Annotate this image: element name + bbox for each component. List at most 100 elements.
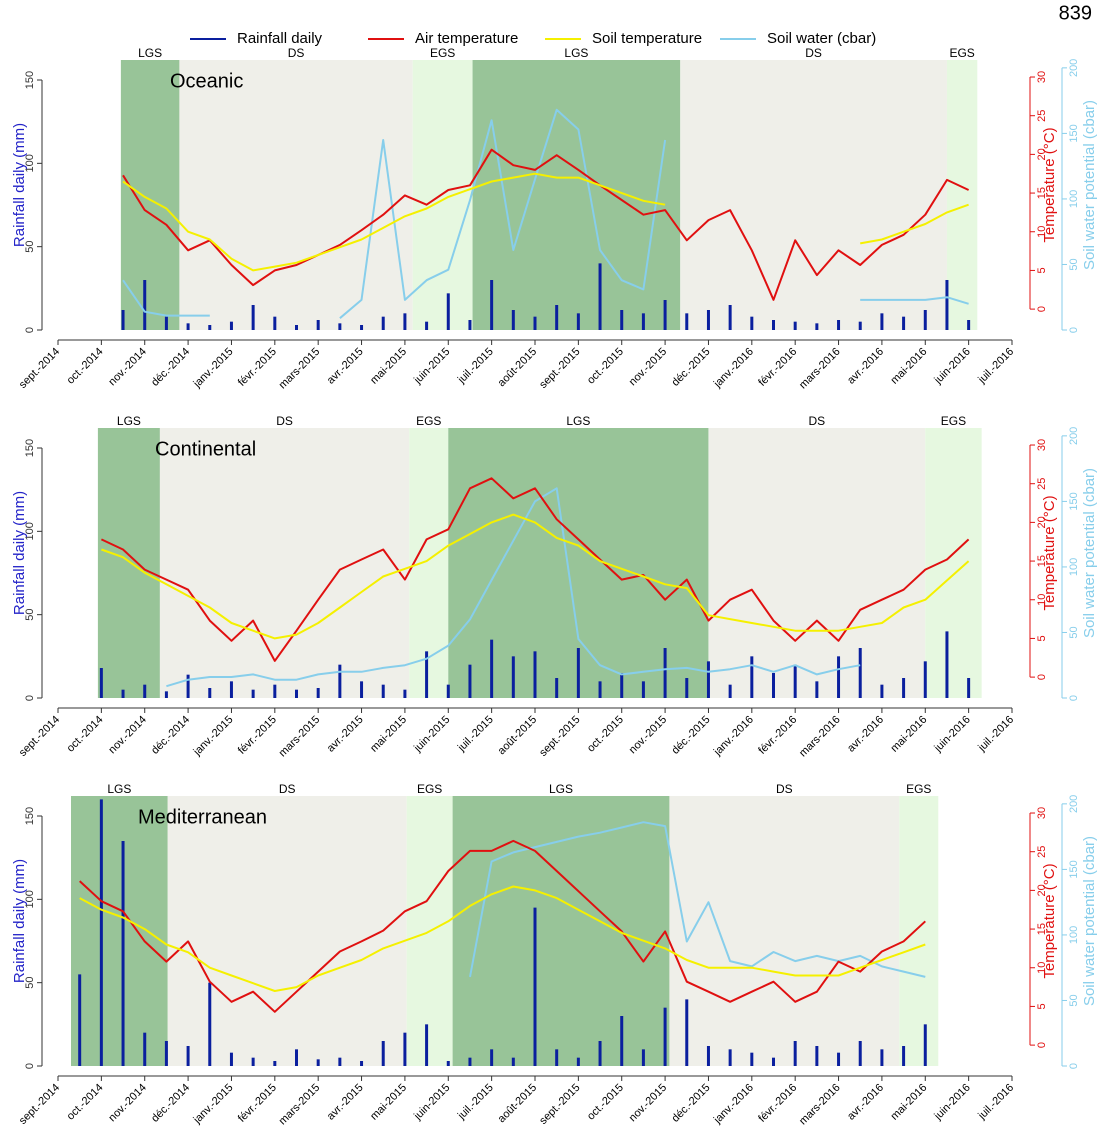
y-axis-label: Temperature (°C): [1041, 495, 1058, 610]
period-band: [179, 60, 413, 330]
period-label: EGS: [417, 782, 442, 796]
period-label: LGS: [549, 782, 573, 796]
period-band: [899, 796, 939, 1066]
y-tick-label: 100: [24, 890, 36, 908]
x-tick-label: oct.-2014: [65, 714, 106, 755]
x-tick-label: juil.-2016: [975, 1082, 1016, 1123]
period-label: DS: [276, 414, 293, 428]
x-tick-label: janv.-2015: [191, 714, 236, 759]
period-label: EGS: [416, 414, 441, 428]
y-tick-label: 0: [1036, 306, 1048, 312]
x-tick-label: mars-2015: [277, 346, 323, 392]
period-band: [708, 428, 926, 698]
series-line: [122, 148, 970, 301]
legend-label: Soil water (cbar): [767, 30, 876, 47]
y-tick-label: 100: [1068, 558, 1080, 576]
period-band: [472, 60, 681, 330]
period-band: [946, 60, 978, 330]
y-tick-label: 20: [1036, 148, 1048, 160]
x-tick-label: mai-2015: [368, 346, 409, 387]
x-tick-label: juil.-2015: [455, 346, 496, 387]
y-tick-label: 10: [1036, 226, 1048, 238]
y-tick-label: 0: [1036, 674, 1048, 680]
x-tick-label: déc.-2015: [670, 714, 713, 757]
x-tick-label: juin-2015: [411, 346, 452, 387]
x-tick-label: déc.-2015: [670, 1082, 713, 1125]
x-tick-label: août-2015: [496, 714, 540, 758]
x-tick-label: mai-2016: [889, 1082, 930, 1123]
x-tick-label: sept.-2015: [537, 1082, 582, 1127]
x-tick-label: avr.-2016: [845, 346, 886, 387]
x-tick-label: avr.-2015: [325, 1082, 366, 1123]
y-tick-label: 15: [1036, 555, 1048, 567]
y-axis-label: Rainfall daily (mm): [11, 123, 28, 247]
x-tick-label: juil.-2015: [455, 714, 496, 755]
y-tick-label: 50: [24, 241, 36, 253]
y-tick-label: 200: [1068, 59, 1080, 77]
y-tick-label: 20: [1036, 516, 1048, 528]
y-tick-label: 0: [1036, 1042, 1048, 1048]
x-tick-label: sept.-2014: [17, 1082, 62, 1127]
period-band: [159, 428, 410, 698]
y-tick-label: 30: [1036, 807, 1048, 819]
period-label: DS: [288, 46, 305, 60]
x-tick-label: avr.-2015: [325, 346, 366, 387]
x-tick-label: juil.-2016: [975, 346, 1016, 387]
y-axis-label: Rainfall daily (mm): [11, 491, 28, 615]
period-label: LGS: [138, 46, 162, 60]
y-tick-label: 150: [1068, 124, 1080, 142]
x-tick-label: janv.-2016: [711, 1082, 756, 1127]
y-tick-label: 15: [1036, 923, 1048, 935]
panel-title: Mediterranean: [138, 806, 267, 828]
x-tick-label: déc.-2014: [149, 346, 192, 389]
x-tick-label: mai-2015: [368, 1082, 409, 1123]
x-tick-label: déc.-2014: [149, 1082, 192, 1125]
x-tick-label: mars-2015: [277, 714, 323, 760]
series-line: [166, 487, 861, 688]
y-tick-label: 25: [1036, 846, 1048, 858]
x-tick-label: mars-2016: [797, 714, 843, 760]
y-tick-label: 50: [24, 609, 36, 621]
x-tick-label: janv.-2016: [711, 346, 756, 391]
panel-title: Continental: [155, 438, 256, 460]
y-tick-label: 30: [1036, 71, 1048, 83]
y-tick-label: 0: [24, 1063, 36, 1069]
y-tick-label: 0: [1068, 327, 1080, 333]
x-tick-label: janv.-2015: [191, 346, 236, 391]
series-line: [122, 172, 969, 272]
y-tick-label: 200: [1068, 795, 1080, 813]
x-tick-label: sept.-2014: [17, 346, 62, 391]
x-tick-label: août-2015: [496, 1082, 540, 1126]
period-label: LGS: [117, 414, 141, 428]
y-tick-label: 150: [24, 807, 36, 825]
x-tick-label: juin-2015: [411, 714, 452, 755]
period-label: EGS: [430, 46, 455, 60]
period-label: EGS: [941, 414, 966, 428]
x-tick-label: juil.-2016: [975, 714, 1016, 755]
x-tick-label: janv.-2016: [711, 714, 756, 759]
x-tick-label: sept.-2015: [537, 346, 582, 391]
y-tick-label: 100: [1068, 190, 1080, 208]
period-band: [120, 60, 180, 330]
y-tick-label: 100: [24, 522, 36, 540]
x-tick-label: nov.-2015: [627, 714, 670, 757]
x-tick-label: oct.-2015: [585, 714, 626, 755]
y-tick-label: 150: [24, 439, 36, 457]
x-tick-label: oct.-2014: [65, 346, 106, 387]
period-label: LGS: [566, 414, 590, 428]
period-label: DS: [805, 46, 822, 60]
y-tick-label: 10: [1036, 962, 1048, 974]
x-tick-label: mai-2016: [889, 346, 930, 387]
x-tick-label: oct.-2015: [585, 1082, 626, 1123]
x-tick-label: janv.-2015: [191, 1082, 236, 1127]
x-tick-label: févr.-2016: [756, 346, 799, 389]
period-label: EGS: [949, 46, 974, 60]
x-tick-label: sept.-2015: [537, 714, 582, 759]
y-tick-label: 50: [1068, 994, 1080, 1006]
x-tick-label: déc.-2014: [149, 714, 192, 757]
y-tick-label: 200: [1068, 427, 1080, 445]
period-band: [925, 428, 982, 698]
